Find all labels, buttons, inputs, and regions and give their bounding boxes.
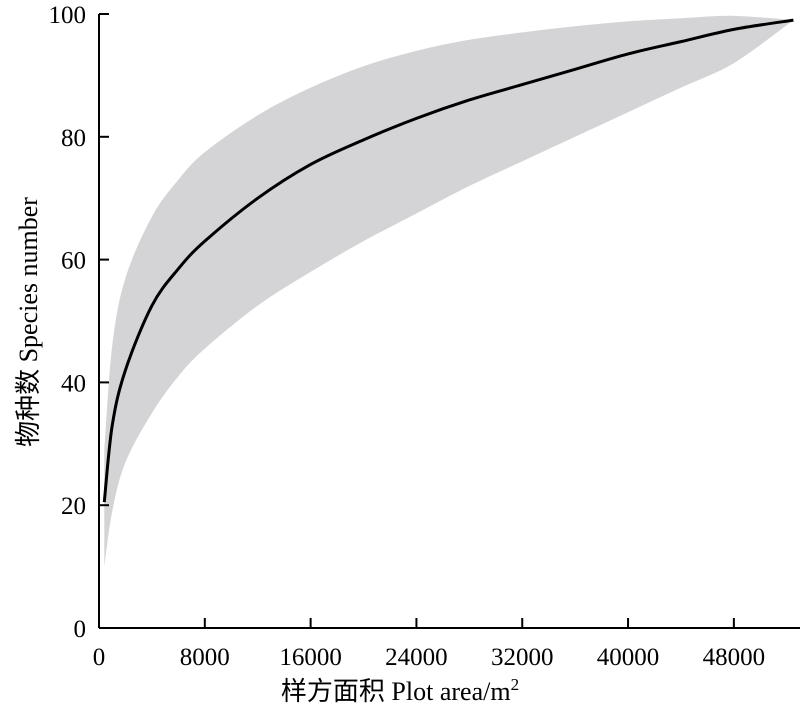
confidence-band: [104, 15, 794, 567]
x-tick-label: 32000: [491, 644, 554, 671]
y-tick-label: 60: [61, 248, 86, 275]
x-axis-title: 样方面积 Plot area/m2: [281, 675, 519, 706]
x-tick-label: 24000: [385, 644, 448, 671]
y-tick-label: 20: [61, 493, 86, 520]
x-tick-label: 0: [93, 644, 106, 671]
y-tick-label: 40: [61, 370, 86, 397]
y-tick-label: 100: [49, 2, 87, 29]
species-curve-line: [102, 18, 794, 503]
y-axis-title: 物种数 Species number: [14, 197, 43, 447]
x-tick-label: 40000: [597, 644, 660, 671]
x-axis-title-superscript: 2: [511, 675, 520, 694]
x-tick-label: 48000: [703, 644, 766, 671]
x-tick-label: 8000: [180, 644, 230, 671]
y-tick-label: 0: [74, 616, 87, 643]
x-axis-title-text: 样方面积 Plot area/m: [281, 677, 511, 706]
y-tick-label: 80: [61, 125, 86, 152]
x-tick-label: 16000: [279, 644, 342, 671]
